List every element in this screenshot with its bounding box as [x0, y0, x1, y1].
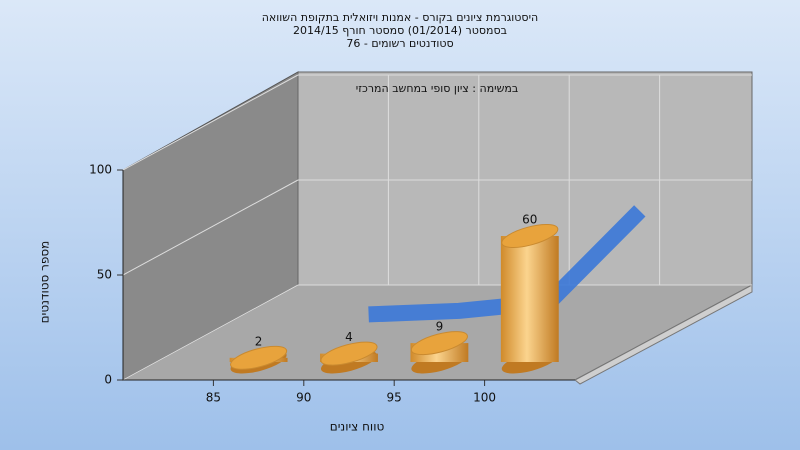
bar — [229, 345, 288, 374]
x-axis-label: טווח ציונים — [330, 420, 385, 434]
bar — [320, 341, 378, 374]
data-label: 4 — [345, 330, 353, 344]
x-tick-label: 95 — [387, 391, 402, 405]
chart-title: היסטוגרמת ציונים בקורס - אמנות ויזואלית … — [262, 11, 538, 24]
y-tick-label: 100 — [89, 163, 112, 177]
y-tick-label: 0 — [104, 373, 112, 387]
data-label: 60 — [522, 213, 537, 227]
annotation: במשימה : ציון סופי במחשב המרכזי — [356, 82, 519, 95]
grid-line — [122, 74, 299, 171]
grid-line — [122, 284, 299, 381]
x-tick-label: 85 — [206, 391, 221, 405]
grid-line — [122, 179, 299, 276]
bar — [410, 331, 469, 374]
floor-edge — [574, 284, 753, 385]
x-tick-label: 90 — [296, 391, 311, 405]
chart-subtitle: סטודנטים רשומים - 76 — [346, 37, 453, 50]
chart-subtitle: בסמסטר (01/2014) סמסטר חורף 2014/15 — [293, 24, 507, 37]
data-label: 9 — [436, 320, 444, 334]
y-axis-label: מספר סטודנטים — [38, 241, 52, 324]
x-tick-label: 100 — [473, 391, 496, 405]
data-label: 2 — [255, 334, 263, 348]
y-tick-label: 50 — [97, 268, 112, 282]
bar — [500, 224, 559, 374]
